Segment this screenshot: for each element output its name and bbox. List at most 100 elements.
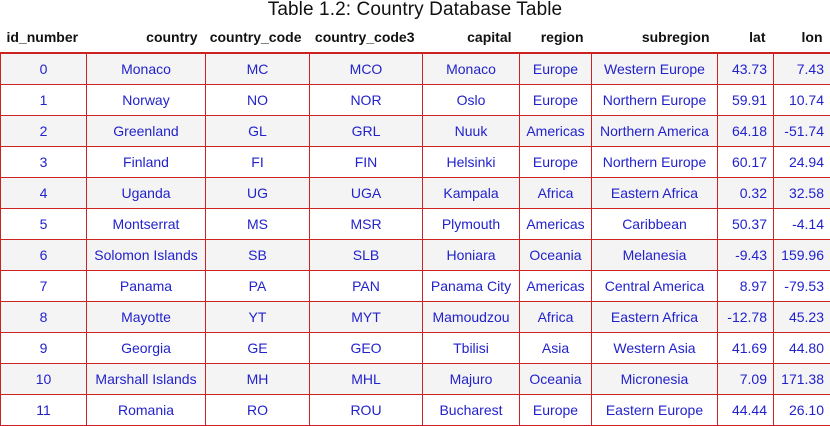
cell-id-number: 7 [1, 271, 87, 302]
cell-lat: 59.91 [718, 85, 774, 116]
cell-country-code: SB [206, 240, 310, 271]
cell-lat: 7.09 [718, 364, 774, 395]
cell-lon: 32.58 [774, 178, 830, 209]
cell-country-code3: SLB [310, 240, 423, 271]
cell-subregion: Eastern Europe [592, 395, 718, 426]
cell-lon: -51.74 [774, 116, 830, 147]
country-table: id_number country country_code country_c… [0, 22, 830, 426]
cell-lon: 7.43 [774, 53, 830, 85]
cell-subregion: Northern Europe [592, 85, 718, 116]
cell-id-number: 11 [1, 395, 87, 426]
column-header-subregion: subregion [592, 22, 718, 53]
table-header: id_number country country_code country_c… [1, 22, 830, 53]
cell-country-code3: GRL [310, 116, 423, 147]
cell-region: Oceania [520, 240, 592, 271]
cell-id-number: 10 [1, 364, 87, 395]
cell-country-code3: UGA [310, 178, 423, 209]
cell-capital: Majuro [423, 364, 520, 395]
cell-country: Greenland [87, 116, 206, 147]
cell-country-code3: MHL [310, 364, 423, 395]
cell-country-code: YT [206, 302, 310, 333]
cell-lon: 26.10 [774, 395, 830, 426]
cell-capital: Kampala [423, 178, 520, 209]
cell-country-code3: NOR [310, 85, 423, 116]
cell-id-number: 4 [1, 178, 87, 209]
table-caption: Table 1.2: Country Database Table [0, 0, 830, 22]
cell-id-number: 9 [1, 333, 87, 364]
cell-subregion: Caribbean [592, 209, 718, 240]
cell-country-code: RO [206, 395, 310, 426]
cell-subregion: Eastern Africa [592, 302, 718, 333]
cell-id-number: 3 [1, 147, 87, 178]
column-header-lon: lon [774, 22, 830, 53]
cell-capital: Nuuk [423, 116, 520, 147]
cell-country-code3: GEO [310, 333, 423, 364]
cell-subregion: Western Europe [592, 53, 718, 85]
cell-subregion: Western Asia [592, 333, 718, 364]
cell-region: Africa [520, 178, 592, 209]
cell-subregion: Melanesia [592, 240, 718, 271]
cell-country-code: GE [206, 333, 310, 364]
cell-region: Europe [520, 85, 592, 116]
cell-region: Europe [520, 53, 592, 85]
cell-region: Europe [520, 147, 592, 178]
cell-lat: -9.43 [718, 240, 774, 271]
cell-country: Panama [87, 271, 206, 302]
cell-region: Oceania [520, 364, 592, 395]
cell-region: Americas [520, 116, 592, 147]
cell-country-code: GL [206, 116, 310, 147]
cell-country-code3: FIN [310, 147, 423, 178]
column-header-country-code3: country_code3 [310, 22, 423, 53]
cell-lat: 50.37 [718, 209, 774, 240]
cell-country: Uganda [87, 178, 206, 209]
cell-region: Americas [520, 271, 592, 302]
cell-country-code3: PAN [310, 271, 423, 302]
column-header-region: region [520, 22, 592, 53]
cell-capital: Bucharest [423, 395, 520, 426]
cell-country-code3: MYT [310, 302, 423, 333]
cell-lat: 64.18 [718, 116, 774, 147]
cell-country: Georgia [87, 333, 206, 364]
header-row: id_number country country_code country_c… [1, 22, 830, 53]
cell-capital: Helsinki [423, 147, 520, 178]
cell-lat: 41.69 [718, 333, 774, 364]
cell-lon: 159.96 [774, 240, 830, 271]
column-header-country-code: country_code [206, 22, 310, 53]
cell-subregion: Northern Europe [592, 147, 718, 178]
cell-country: Romania [87, 395, 206, 426]
cell-lat: 60.17 [718, 147, 774, 178]
cell-capital: Plymouth [423, 209, 520, 240]
cell-country: Finland [87, 147, 206, 178]
cell-country-code3: MSR [310, 209, 423, 240]
cell-capital: Oslo [423, 85, 520, 116]
cell-country: Mayotte [87, 302, 206, 333]
cell-country-code: MS [206, 209, 310, 240]
cell-lon: -79.53 [774, 271, 830, 302]
cell-region: Europe [520, 395, 592, 426]
cell-subregion: Central America [592, 271, 718, 302]
cell-id-number: 1 [1, 85, 87, 116]
column-header-capital: capital [423, 22, 520, 53]
cell-lon: 171.38 [774, 364, 830, 395]
cell-subregion: Eastern Africa [592, 178, 718, 209]
cell-lon: 24.94 [774, 147, 830, 178]
cell-region: Americas [520, 209, 592, 240]
cell-region: Africa [520, 302, 592, 333]
cell-country-code3: MCO [310, 53, 423, 85]
column-header-country: country [87, 22, 206, 53]
cell-country: Solomon Islands [87, 240, 206, 271]
cell-lon: -4.14 [774, 209, 830, 240]
cell-country: Norway [87, 85, 206, 116]
cell-lat: 8.97 [718, 271, 774, 302]
cell-lon: 45.23 [774, 302, 830, 333]
cell-lat: 0.32 [718, 178, 774, 209]
cell-country: Marshall Islands [87, 364, 206, 395]
